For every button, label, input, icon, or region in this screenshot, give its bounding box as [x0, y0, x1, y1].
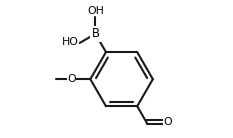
Text: O: O	[163, 117, 172, 127]
Text: OH: OH	[87, 6, 104, 16]
Text: O: O	[67, 74, 76, 84]
Text: HO: HO	[62, 37, 79, 47]
Text: B: B	[91, 27, 99, 40]
